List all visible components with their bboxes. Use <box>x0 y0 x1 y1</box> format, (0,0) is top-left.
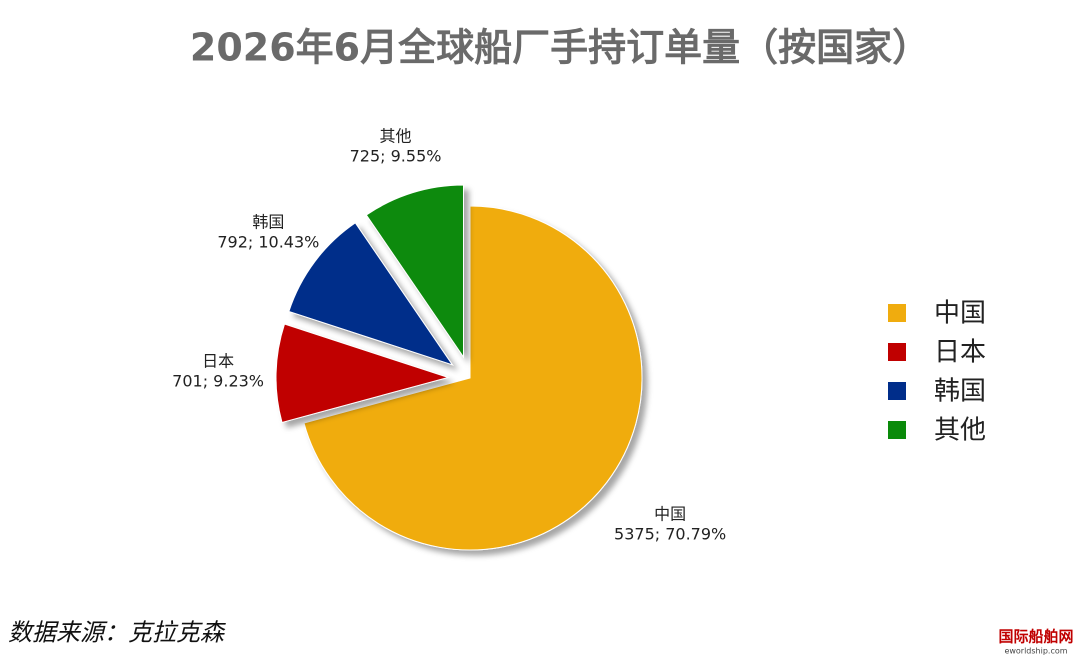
data-label-name: 日本 <box>202 351 234 370</box>
legend-label: 韩国 <box>934 377 986 407</box>
data-label-name: 其他 <box>380 126 412 145</box>
legend-swatch <box>888 304 906 322</box>
data-label-name: 韩国 <box>252 212 284 231</box>
watermark-url: eworldship.com <box>1004 647 1067 656</box>
legend-swatch <box>888 382 906 400</box>
data-label: 725; 9.55% <box>350 146 442 165</box>
pie-slice <box>288 222 454 366</box>
data-label: 792; 10.43% <box>217 232 319 251</box>
data-label: 701; 9.23% <box>172 371 264 390</box>
pie-slice <box>365 184 464 359</box>
legend-label: 中国 <box>934 299 986 329</box>
data-label-name: 中国 <box>654 505 686 524</box>
pie-slice <box>275 323 450 424</box>
pie-slice <box>303 205 643 551</box>
chart-title: 2026年6月全球船厂手持订单量（按国家） <box>190 26 930 70</box>
data-label: 5375; 70.79% <box>614 525 726 544</box>
source: 数据来源：克拉克森 <box>8 619 226 647</box>
legend-swatch <box>888 421 906 439</box>
watermark-name: 国际船舶网 <box>998 628 1073 646</box>
legend-label: 其他 <box>934 416 986 446</box>
legend-label: 日本 <box>934 338 986 368</box>
legend-swatch <box>888 343 906 361</box>
